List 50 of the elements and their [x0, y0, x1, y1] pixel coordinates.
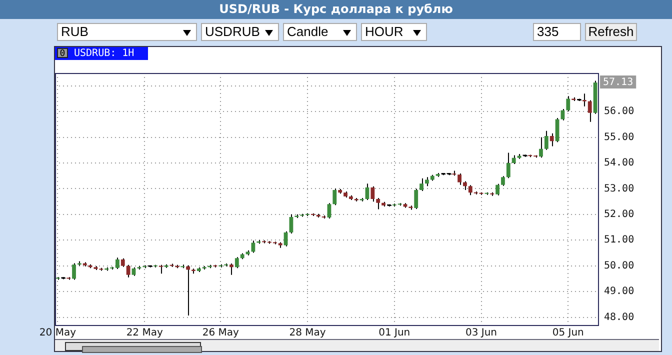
- y-tick-label: 49.00: [604, 286, 634, 298]
- symbol-select: USDRUB: [201, 23, 279, 41]
- y-tick-label: 51.00: [604, 234, 634, 246]
- text: USDRUB: 1H: [74, 47, 134, 60]
- candlestick: [414, 188, 418, 210]
- candlestick: [550, 132, 554, 147]
- candlestick: [186, 264, 190, 316]
- currency-select: RUB: [57, 23, 197, 41]
- annotation: 57.13: [603, 77, 634, 88]
- y-tick-label: 48.00: [604, 312, 634, 323]
- candlestick: [588, 100, 592, 122]
- candlestick: [289, 214, 294, 234]
- x-tick-label: 20 May: [39, 328, 76, 339]
- candlestick: [468, 184, 472, 196]
- x-tick-label: 03 Jun: [465, 328, 498, 339]
- candlestick: [234, 256, 239, 269]
- y-tick-label: 56.00: [604, 106, 634, 118]
- candlestick: [544, 130, 548, 150]
- refresh-button: Refresh: [585, 23, 637, 41]
- candlestick: [501, 176, 505, 186]
- chart-kind-select: Candle: [283, 23, 357, 41]
- candlestick: [458, 173, 462, 186]
- candlestick: [506, 152, 510, 179]
- x-tick-label: 05 Jun: [552, 328, 584, 339]
- y-tick-label: 50.00: [604, 260, 634, 272]
- candlestick: [126, 264, 130, 278]
- x-tick-label: 22 May: [126, 328, 163, 339]
- candlestick: [370, 186, 375, 202]
- candlestick: [496, 183, 500, 196]
- period-select: HOUR: [361, 23, 427, 41]
- candlestick: [566, 96, 570, 112]
- candlestick: [72, 262, 76, 280]
- count-field: 335: [533, 23, 581, 41]
- chart-title: USD/RUB - Курс доллара к рублю: [0, 0, 672, 19]
- candlestick: [251, 240, 256, 254]
- candlestick: [332, 188, 337, 206]
- y-tick-label: 54.00: [604, 158, 634, 169]
- x-tick-label: 01 Jun: [378, 328, 410, 339]
- x-tick-label: 28 May: [289, 328, 326, 339]
- candlestick: [376, 197, 380, 210]
- candlestick: [230, 263, 234, 276]
- candlestick: [420, 178, 424, 192]
- x-tick-label: 26 May: [202, 328, 239, 339]
- text: 0: [57, 48, 68, 59]
- candlestick: [327, 202, 332, 220]
- y-tick-label: 53.00: [604, 183, 634, 194]
- y-tick-label: 55.00: [604, 132, 634, 143]
- candlestick: [539, 136, 543, 158]
- y-tick-label: 52.00: [604, 209, 634, 220]
- candlestick: [284, 230, 288, 247]
